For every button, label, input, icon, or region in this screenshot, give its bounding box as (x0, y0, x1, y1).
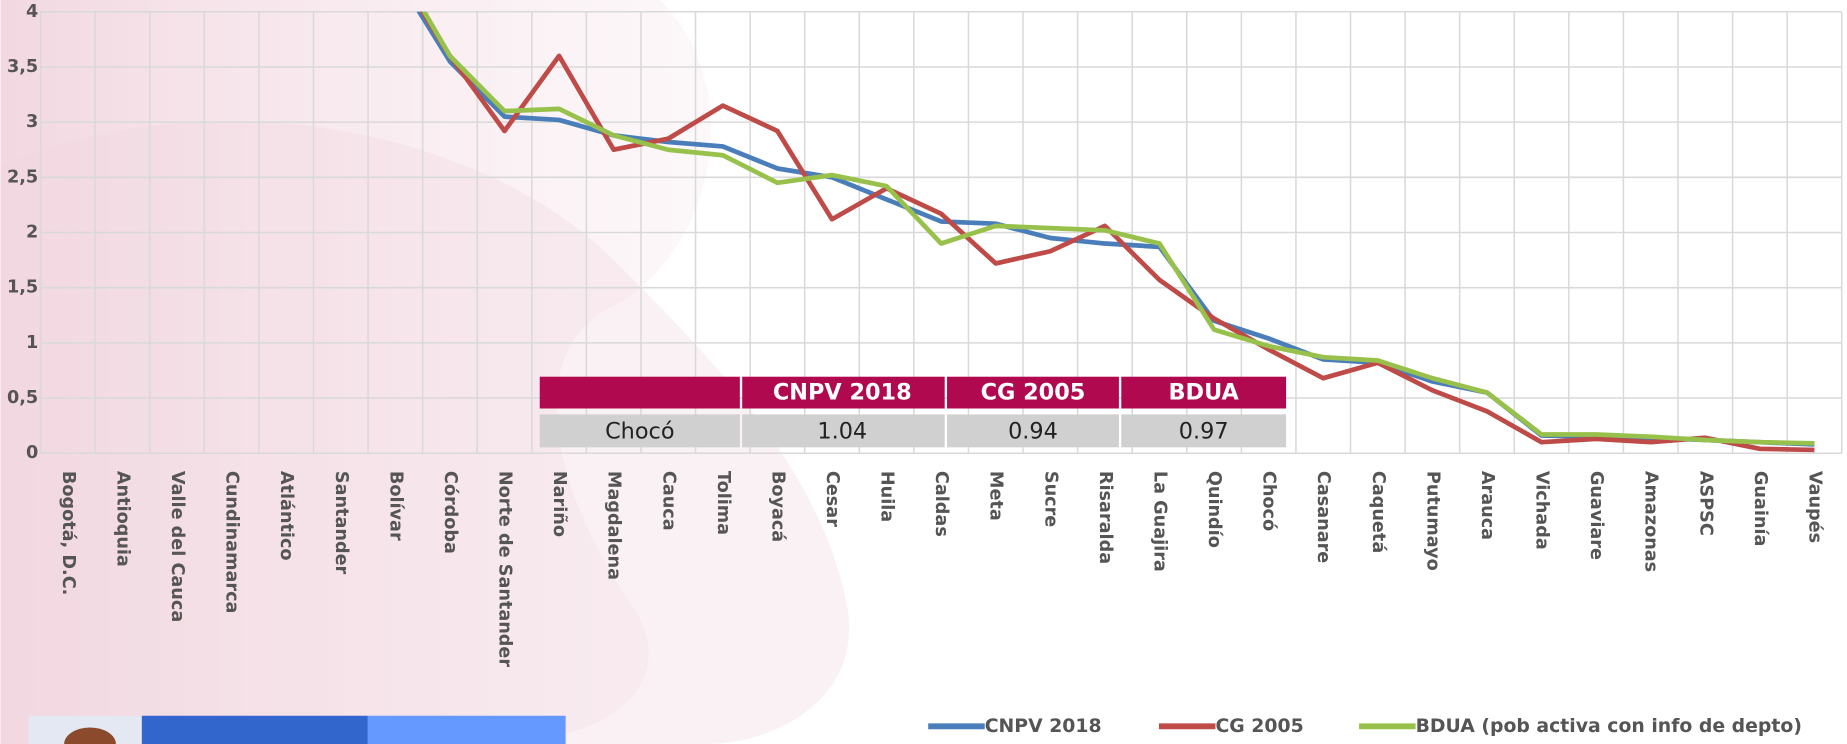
y-tick-label: 0,5 (7, 388, 38, 408)
x-tick-label: Quindío (1204, 471, 1224, 548)
x-tick-label: Arauca (1477, 471, 1497, 540)
table-header-cell (742, 376, 945, 409)
table-cell-value: 0.94 (1008, 419, 1058, 445)
x-tick-label: Bogotá, D.C. (58, 471, 78, 595)
x-tick-label: Tolima (713, 471, 733, 535)
x-tick-label: Magdalena (604, 471, 624, 580)
logo-bar (28, 715, 566, 744)
legend-label: CNPV 2018 (985, 716, 1102, 737)
plot-area (416, 11, 1815, 453)
x-tick-label: Valle del Cauca (167, 471, 187, 622)
y-tick-label: 2,5 (7, 167, 38, 187)
table-header: CG 2005 (981, 380, 1086, 406)
x-tick-label: Amazonas (1641, 471, 1661, 572)
y-tick-label: 0 (26, 443, 38, 463)
y-tick-label: 2 (26, 223, 38, 243)
table-cell (742, 414, 945, 448)
y-tick-label: 3,5 (7, 57, 38, 77)
x-tick-label: Bolívar (385, 471, 405, 541)
x-tick-label: Antioquia (112, 471, 132, 567)
y-tick-label: 4 (26, 2, 38, 22)
x-tick-label: Atlántico (276, 471, 296, 561)
x-tick-label: Santander (331, 471, 351, 575)
x-tick-label: Nariño (549, 471, 569, 537)
x-tick-label: Huila (877, 471, 897, 522)
x-tick-label: Vichada (1532, 471, 1552, 550)
x-tick-label: Guainía (1750, 471, 1770, 546)
x-tick-label: Cundinamarca (222, 471, 242, 614)
table-header: BDUA (1168, 380, 1239, 406)
x-tick-label: ASPSC (1695, 471, 1715, 536)
table-header-cell (1121, 376, 1287, 409)
data-table: CNPV 2018 CG 2005 BDUA Chocó 1.04 0.94 0… (539, 376, 1287, 448)
table-cell-value: 0.97 (1179, 419, 1229, 445)
x-tick-label: Chocó (1259, 471, 1279, 531)
x-tick-label: La Guajira (1149, 471, 1169, 572)
x-tick-label: Meta (986, 471, 1006, 521)
x-tick-label: Caldas (931, 471, 951, 537)
legend-label: BDUA (pob activa con info de depto) (1416, 716, 1802, 737)
x-tick-label: Caquetá (1368, 471, 1388, 553)
background-decoration (0, 0, 850, 744)
x-tick-label: Guaviare (1586, 471, 1606, 560)
x-tick-label: Casanare (1313, 471, 1333, 563)
series-line (421, 11, 1815, 446)
table-cell-value: 1.04 (817, 419, 867, 445)
table-header-cell (947, 376, 1119, 409)
table-cell (1121, 414, 1287, 448)
legend: CNPV 2018 CG 2005 BDUA (pob activa con inf… (928, 716, 1802, 737)
x-tick-label: Sucre (1040, 471, 1060, 527)
x-tick-label: Putumayo (1422, 471, 1442, 571)
y-tick-label: 1,5 (7, 278, 38, 298)
table-header: CNPV 2018 (773, 380, 912, 406)
x-tick-label: Norte de Santander (495, 471, 515, 668)
x-tick-label: Cesar (822, 471, 842, 527)
y-tick-label: 1 (26, 333, 38, 353)
x-tick-label: Vaupés (1804, 471, 1824, 543)
table-header-cell (539, 376, 740, 409)
y-tick-label: 3 (26, 112, 38, 132)
x-tick-label: Boyacá (767, 471, 787, 542)
x-tick-label: Risaralda (1095, 471, 1115, 564)
x-tick-label: Cauca (658, 471, 678, 531)
x-tick-label: Córdoba (440, 471, 460, 554)
table-row-label: Chocó (605, 419, 674, 445)
series-line (419, 11, 1815, 453)
table-cell (947, 414, 1119, 448)
table-cell (539, 414, 740, 448)
legend-label: CG 2005 (1215, 716, 1303, 737)
